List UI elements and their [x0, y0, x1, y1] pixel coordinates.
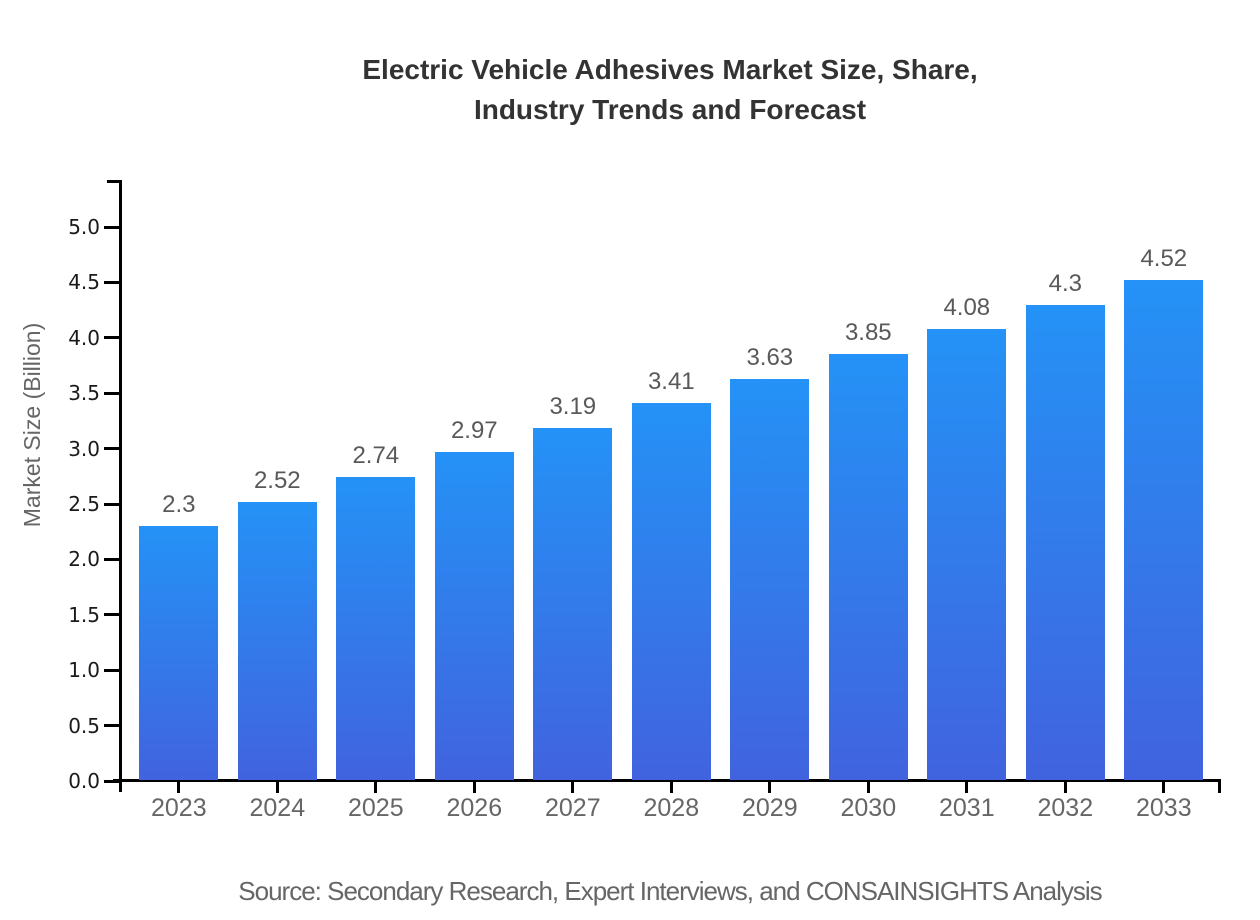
- x-axis-tick: [374, 781, 378, 793]
- y-axis-tick-label: 2.5: [68, 492, 100, 516]
- y-axis-tick-label: 0.5: [68, 713, 100, 738]
- y-axis-end-tick: [107, 180, 119, 183]
- bar-2032: [1025, 304, 1105, 780]
- bar-value-label-2031: 4.08: [943, 293, 991, 321]
- bar-value-label-2026: 2.97: [450, 416, 498, 444]
- y-axis-tick-label: 0.0: [68, 769, 100, 793]
- x-axis-tick-label-2032: 2032: [1037, 794, 1094, 822]
- x-axis-tick-label-2023: 2023: [150, 794, 207, 822]
- x-axis-line: [113, 779, 1221, 782]
- bar-value-label-2029: 3.63: [746, 343, 794, 371]
- y-axis-tick: [104, 668, 119, 672]
- bar-2025: [336, 477, 416, 780]
- y-axis-tick: [104, 447, 119, 451]
- x-axis-end-tick: [1218, 781, 1221, 793]
- bar-value-label-2025: 2.74: [352, 442, 400, 470]
- x-axis-tick: [1063, 781, 1067, 793]
- y-axis-tick-label: 2.0: [68, 547, 100, 572]
- chart-title-line-2: Industry Trends and Forecast: [473, 94, 867, 125]
- bar-2030: [828, 354, 908, 780]
- bar-value-label-2033: 4.52: [1140, 245, 1188, 273]
- x-axis-tick-label-2025: 2025: [347, 794, 404, 822]
- y-axis-tick: [104, 502, 119, 506]
- y-axis-tick-label: 3.5: [68, 381, 100, 406]
- bar-2027: [533, 427, 613, 780]
- y-axis-tick: [104, 779, 119, 783]
- x-axis-tick: [669, 781, 673, 793]
- x-axis-tick: [571, 781, 575, 793]
- bar-2024: [237, 501, 317, 780]
- bar-value-label-2030: 3.85: [844, 319, 892, 347]
- y-axis-tick: [104, 557, 119, 561]
- y-axis-tick: [104, 724, 119, 728]
- x-axis-tick: [965, 781, 969, 793]
- x-axis-tick-label-2026: 2026: [446, 794, 503, 822]
- y-axis-tick: [104, 336, 119, 340]
- x-axis-tick: [768, 781, 772, 793]
- x-axis-tick-label-2030: 2030: [840, 794, 897, 822]
- bar-2028: [631, 403, 711, 780]
- y-axis-tick: [104, 613, 119, 617]
- x-axis-tick-label-2029: 2029: [741, 794, 798, 822]
- x-axis-tick-label-2033: 2033: [1135, 794, 1192, 822]
- y-axis-tick-label: 1.0: [68, 658, 100, 683]
- bar-value-label-2023: 2.3: [162, 491, 196, 519]
- y-axis-tick-label: 3.0: [68, 436, 100, 461]
- chart-title: Electric Vehicle Adhesives Market Size, …: [40, 50, 1260, 130]
- y-axis-tick: [104, 225, 119, 229]
- bar-2026: [434, 451, 514, 780]
- bar-2033: [1124, 280, 1204, 780]
- y-axis-tick-label: 4.0: [68, 325, 100, 350]
- chart-title-line-1: Electric Vehicle Adhesives Market Size, …: [362, 54, 978, 85]
- bar-2023: [139, 526, 219, 780]
- y-axis-line: [119, 180, 122, 792]
- x-axis-tick-label-2031: 2031: [938, 794, 995, 822]
- y-axis-tick: [104, 391, 119, 395]
- x-axis-tick-label-2024: 2024: [249, 794, 306, 822]
- bar-2029: [730, 378, 810, 780]
- x-axis-tick: [866, 781, 870, 793]
- y-axis-tick-label: 4.5: [68, 270, 100, 295]
- x-axis-tick: [1162, 781, 1166, 793]
- bar-value-label-2027: 3.19: [549, 392, 597, 420]
- x-axis-tick: [177, 781, 181, 793]
- bar-value-label-2028: 3.41: [647, 368, 695, 396]
- y-axis-tick-label: 5.0: [68, 215, 100, 239]
- bar-value-label-2032: 4.3: [1048, 269, 1082, 297]
- bar-2031: [927, 328, 1007, 780]
- x-axis-tick-label-2028: 2028: [643, 794, 700, 822]
- y-axis-tick: [104, 280, 119, 284]
- y-axis-tick-label: 1.5: [68, 602, 100, 627]
- bar-value-label-2024: 2.52: [253, 466, 301, 494]
- x-axis-tick: [275, 781, 279, 793]
- x-axis-tick-label-2027: 2027: [544, 794, 601, 822]
- x-axis-tick: [472, 781, 476, 793]
- source-note: Source: Secondary Research, Expert Inter…: [238, 876, 1102, 906]
